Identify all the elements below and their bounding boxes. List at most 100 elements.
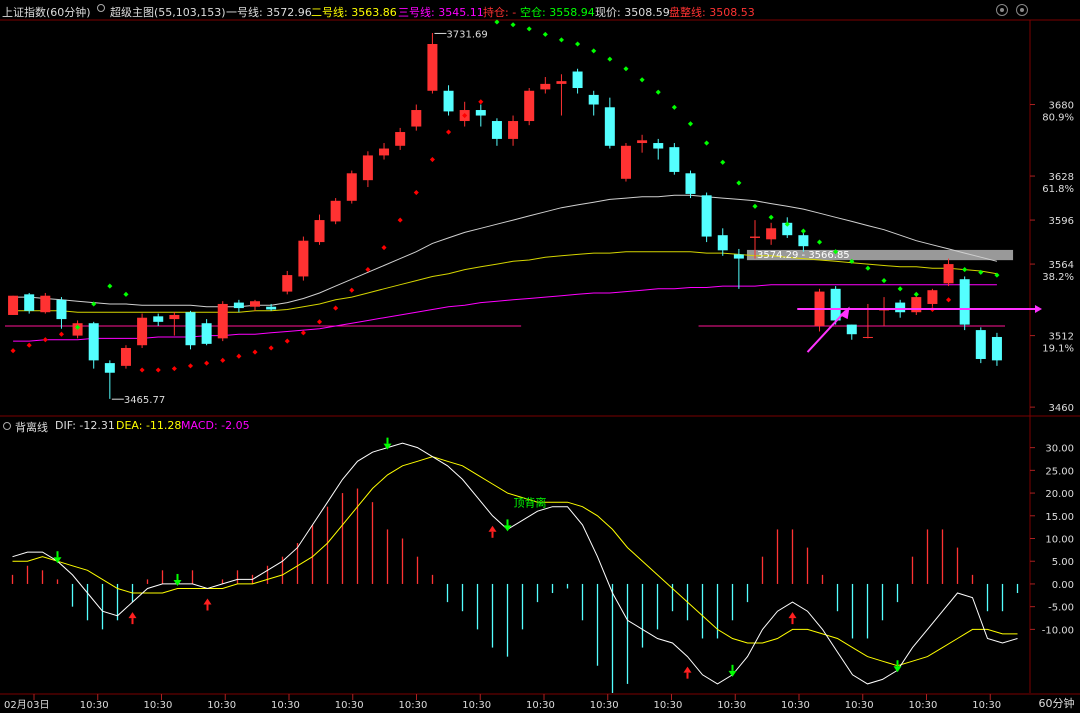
sar-dot	[816, 239, 823, 245]
sar-dot	[333, 305, 339, 311]
price-tick-label: 3460	[1049, 403, 1074, 414]
sar-dot	[155, 367, 161, 373]
macd-header: 背离线 DIF: -12.31 DEA: -11.28 MACD: -2.05	[0, 418, 1000, 434]
time-label: 10:30	[335, 700, 364, 711]
candle-body	[540, 83, 551, 90]
sar-dot	[365, 267, 371, 273]
candle-body	[637, 140, 648, 144]
candle-body	[104, 363, 115, 373]
macd-tick-label: 15.00	[1045, 512, 1074, 523]
candle-body	[201, 323, 212, 344]
sar-dot	[558, 37, 564, 43]
period-button[interactable]: 60分钟	[1038, 697, 1075, 710]
extreme-label: 3731.69	[446, 29, 487, 40]
sar-dot	[946, 297, 952, 303]
time-label: 10:30	[654, 700, 683, 711]
sell-arrow	[503, 525, 512, 532]
sell-arrow	[53, 557, 62, 564]
sar-dot	[42, 337, 48, 343]
candle-body	[88, 323, 99, 361]
short-value: 空仓: 3558.94	[520, 6, 595, 19]
time-label: 10:30	[526, 700, 555, 711]
macd-tick-label: 30.00	[1045, 444, 1074, 455]
sar-dot	[687, 121, 694, 127]
indicator-name[interactable]: 超级主图(55,103,153)	[110, 6, 226, 19]
consolidation-value: 盘整线: 3508.53	[669, 6, 755, 19]
candle-body	[750, 236, 760, 238]
resistance-zone	[746, 249, 1014, 261]
sar-dot	[720, 159, 726, 165]
candle-body	[217, 303, 228, 339]
sell-arrow	[383, 443, 392, 450]
ma-magenta-line	[13, 284, 997, 342]
macd-name[interactable]: 背离线	[15, 421, 48, 434]
sar-dot	[510, 22, 516, 28]
candle-body	[879, 309, 890, 311]
candle-body	[620, 145, 631, 179]
sar-dot	[768, 214, 774, 220]
candle-body	[717, 235, 728, 251]
sar-dot	[139, 367, 145, 373]
sar-dot	[10, 348, 16, 354]
candle-body	[427, 44, 438, 91]
candle-body	[588, 94, 599, 105]
candle-body	[266, 306, 277, 310]
time-label: 10:30	[909, 700, 938, 711]
sar-dot	[542, 31, 548, 37]
sar-dot	[316, 319, 323, 325]
time-label: 10:30	[845, 700, 874, 711]
indicator-switch-icon[interactable]	[97, 4, 105, 12]
candle-body	[733, 254, 744, 259]
candle-body	[862, 336, 873, 338]
sar-dot	[268, 345, 274, 351]
line3-value: 三号线: 3545.11	[398, 6, 484, 19]
sar-dot	[962, 267, 968, 273]
sar-dot	[349, 287, 355, 293]
close-icon[interactable]	[1016, 4, 1028, 16]
pct-tick-label: 38.2%	[1042, 272, 1074, 283]
line2-value: 二号线: 3563.86	[311, 6, 397, 19]
candle-body	[572, 71, 583, 89]
sar-dot	[26, 342, 32, 348]
buy-arrow	[788, 612, 797, 619]
time-label: 10:30	[781, 700, 810, 711]
candle-body	[379, 148, 390, 156]
sar-dot	[800, 228, 806, 234]
time-label: 10:30	[144, 700, 173, 711]
index-name: 上证指数(60分钟)	[2, 6, 91, 19]
sar-dot	[252, 349, 258, 355]
divergence-label: 顶背离	[514, 496, 547, 510]
macd-tick-label: -10.00	[1042, 625, 1074, 636]
macd-tick-label: 20.00	[1045, 489, 1074, 500]
candle-body	[701, 195, 712, 237]
line1-value: 一号线: 3572.96	[226, 6, 312, 19]
candle-body	[798, 235, 809, 247]
candle-body	[411, 110, 422, 127]
candle-body	[491, 121, 502, 139]
sar-dot	[784, 221, 790, 227]
dea-value: DEA: -11.28	[116, 419, 182, 432]
price-tick-label: 3596	[1049, 216, 1074, 227]
sar-dot	[655, 89, 661, 95]
sar-dot	[413, 190, 419, 196]
candle-body	[153, 316, 164, 322]
candle-body	[250, 301, 260, 307]
buy-arrow	[203, 598, 212, 605]
sar-dot	[623, 66, 629, 72]
candle-body	[330, 200, 341, 222]
candle-body	[943, 264, 954, 284]
candle-body	[24, 294, 35, 311]
sar-dot	[123, 291, 129, 297]
settings-icon[interactable]	[996, 4, 1008, 16]
candle-body	[830, 288, 841, 321]
candle-body	[282, 275, 293, 292]
candle-body	[975, 330, 986, 359]
macd-switch-icon[interactable]	[3, 422, 11, 430]
buy-arrow	[488, 525, 497, 532]
time-label: 10:30	[717, 700, 746, 711]
sar-dot	[381, 245, 387, 251]
sar-dot	[607, 56, 613, 62]
candle-body	[346, 173, 357, 201]
candle-body	[991, 336, 1002, 361]
